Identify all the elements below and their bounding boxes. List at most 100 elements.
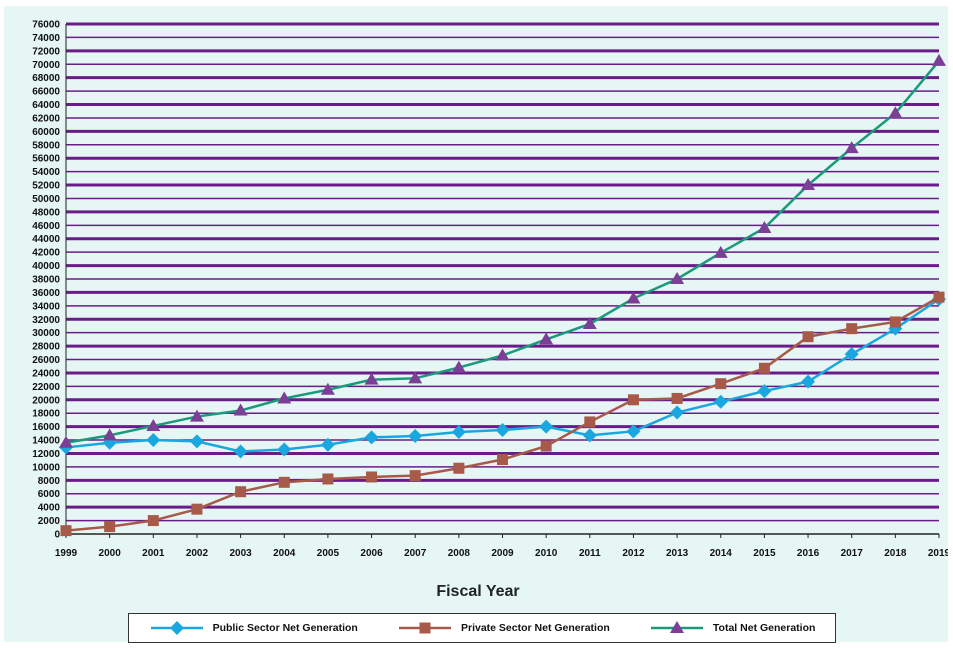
data-point (888, 106, 903, 119)
y-tick-label: 74000 (32, 33, 60, 44)
legend-label: Total Net Generation (712, 622, 816, 634)
x-tick-label: 2015 (753, 548, 776, 559)
data-point (713, 245, 728, 258)
data-point (757, 384, 772, 399)
x-axis-title: Fiscal Year (436, 583, 519, 600)
x-tick-label: 2011 (579, 548, 601, 559)
data-point (233, 444, 248, 459)
data-point (626, 291, 641, 304)
series-2 (60, 291, 945, 537)
legend-item: Private Sector Net Generation (397, 621, 610, 635)
y-tick-label: 54000 (32, 167, 60, 178)
x-tick-label: 2005 (317, 548, 340, 559)
data-point (59, 435, 73, 448)
data-point (277, 442, 292, 457)
y-tick-label: 76000 (32, 20, 60, 31)
data-point (408, 429, 423, 444)
data-point (582, 316, 597, 329)
data-point (102, 428, 117, 441)
x-tick-label: 2013 (666, 548, 689, 559)
y-tick-label: 62000 (32, 113, 60, 124)
y-tick-label: 6000 (38, 489, 61, 500)
legend-item: Public Sector Net Generation (149, 621, 358, 635)
x-tick-label: 2012 (622, 548, 645, 559)
y-tick-label: 38000 (32, 275, 60, 286)
x-tick-label: 2001 (142, 548, 165, 559)
data-point (889, 316, 901, 328)
y-tick-label: 36000 (32, 288, 60, 299)
x-tick-label: 2004 (273, 548, 296, 559)
y-tick-label: 2000 (38, 516, 61, 527)
axes: 0 2000 4000 6000 8000 10000 12000 14000 16000 180… (32, 20, 948, 560)
data-point (278, 476, 290, 488)
y-tick-label: 26000 (32, 355, 60, 366)
data-point (451, 425, 466, 439)
x-tick-label: 1999 (55, 548, 78, 559)
data-point (495, 422, 510, 437)
data-point (235, 486, 247, 498)
data-point (453, 462, 465, 474)
data-point (715, 378, 727, 390)
x-tick-label: 2009 (491, 548, 514, 559)
data-point (409, 470, 421, 482)
data-point (582, 428, 597, 443)
data-point (932, 53, 946, 66)
y-tick-label: 8000 (38, 476, 61, 487)
series-layer (59, 53, 946, 537)
data-point (364, 372, 379, 385)
data-point (670, 272, 685, 284)
x-tick-label: 2003 (229, 548, 252, 559)
y-tick-label: 64000 (32, 100, 60, 111)
y-tick-label: 12000 (32, 449, 60, 460)
legend: Public Sector Net Generation Private Sect… (128, 613, 836, 643)
x-tick-label: 2016 (797, 548, 820, 559)
data-point (495, 348, 510, 361)
y-tick-label: 58000 (32, 140, 60, 151)
legend-marker (419, 622, 431, 634)
x-tick-label: 2000 (99, 548, 122, 559)
chart: 0 2000 4000 6000 8000 10000 12000 14000 16000 180… (32, 20, 948, 601)
data-point (147, 515, 159, 527)
data-point (627, 394, 639, 406)
y-tick-label: 72000 (32, 46, 60, 57)
data-point (189, 434, 204, 449)
y-tick-label: 32000 (32, 315, 60, 326)
data-point (277, 391, 292, 404)
data-point (539, 332, 554, 345)
chart-frame: 0 2000 4000 6000 8000 10000 12000 14000 16000 180… (4, 6, 948, 643)
y-tick-label: 34000 (32, 301, 60, 312)
data-point (844, 347, 859, 362)
data-point (408, 371, 423, 384)
legend-item: Total Net Generation (649, 621, 815, 635)
y-tick-label: 48000 (32, 207, 60, 218)
data-point (189, 409, 204, 422)
data-point (844, 141, 859, 154)
x-tick-label: 2019 (928, 548, 948, 559)
data-point (539, 419, 554, 434)
y-tick-label: 24000 (32, 368, 60, 379)
data-point (451, 360, 466, 373)
data-point (60, 525, 72, 537)
series-1 (59, 292, 946, 459)
y-tick-label: 14000 (32, 436, 60, 447)
data-point (497, 454, 508, 466)
y-tick-label: 52000 (32, 181, 60, 192)
data-point (146, 433, 161, 448)
data-point (540, 440, 552, 452)
legend-swatch (398, 622, 451, 634)
legend-label: Private Sector Net Generation (460, 622, 610, 634)
data-point (801, 178, 816, 191)
y-tick-label: 28000 (32, 342, 60, 353)
legend-marker (169, 621, 184, 635)
y-tick-label: 30000 (32, 328, 60, 339)
data-point (146, 418, 161, 431)
y-tick-label: 10000 (32, 462, 60, 473)
data-point (626, 424, 641, 439)
x-tick-label: 2002 (186, 548, 209, 559)
x-tick-label: 2006 (360, 548, 383, 559)
data-point (366, 471, 378, 483)
x-tick-label: 2017 (841, 548, 864, 559)
data-point (846, 323, 858, 335)
data-point (320, 437, 335, 452)
y-tick-label: 60000 (32, 127, 60, 138)
